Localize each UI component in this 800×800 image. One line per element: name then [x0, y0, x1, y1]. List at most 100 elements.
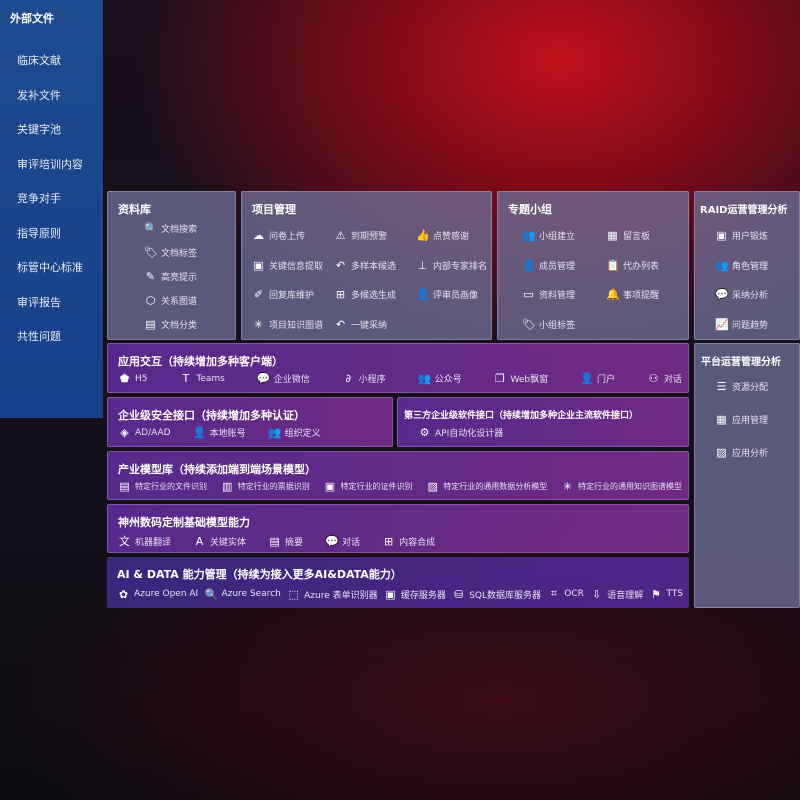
- external-file-item[interactable]: 审评培训内容: [17, 157, 83, 171]
- search-icon: 🔍: [204, 587, 219, 601]
- project-item[interactable]: ↶ 一键采纳: [334, 318, 387, 331]
- industry-item[interactable]: ▥ 特定行业的票据识别: [221, 480, 310, 493]
- aidata-item[interactable]: ⇩ 语音理解: [590, 588, 643, 601]
- tts-icon: ⚑: [651, 587, 661, 601]
- thirdparty-item-label: API自动化设计器: [435, 429, 504, 439]
- industry-item[interactable]: ▨ 特定行业的通用数据分析模型: [426, 480, 548, 493]
- platform-item[interactable]: ▦ 应用管理: [715, 413, 768, 426]
- interaction-item[interactable]: 💬 企业微信: [257, 372, 310, 385]
- library-item[interactable]: ▤ 文档分类: [144, 318, 197, 331]
- project-item[interactable]: ▣ 关键信息提取: [252, 259, 323, 272]
- knowledge-graph-icon: ✳: [562, 480, 573, 493]
- external-file-item[interactable]: 发补文件: [17, 88, 61, 102]
- base-item-label: 关键实体: [210, 537, 247, 548]
- folder-icon: ▭: [523, 288, 534, 301]
- external-file-item[interactable]: 共性问题: [17, 330, 61, 343]
- group-item[interactable]: 👤 成员管理: [522, 259, 575, 272]
- external-file-item[interactable]: 指导原则: [17, 226, 61, 240]
- qa-icon: 💬: [715, 288, 729, 301]
- base-item[interactable]: 💬 对话: [325, 535, 360, 548]
- project-item[interactable]: ✐ 回复库维护: [252, 288, 314, 301]
- external-file-item[interactable]: 竞争对手: [17, 192, 61, 205]
- security-item[interactable]: ◈ AD/AAD: [118, 426, 171, 439]
- industry-item-label: 特定行业的证件识别: [340, 482, 413, 491]
- aidata-item[interactable]: ⌗ OCR: [547, 587, 584, 601]
- base-item[interactable]: A 关键实体: [193, 535, 246, 548]
- project-item[interactable]: 👤 评审员画像: [416, 288, 478, 301]
- platform-item[interactable]: ☰ 资源分配: [715, 380, 768, 393]
- base-item[interactable]: ⊞ 内容合成: [382, 535, 435, 548]
- aidata-item[interactable]: ✿ Azure Open AI: [117, 588, 198, 601]
- project-item[interactable]: ☁ 问卷上传: [252, 229, 305, 242]
- industry-item[interactable]: ▣ 特定行业的证件识别: [324, 480, 413, 493]
- raid-item[interactable]: 📈 问题趋势: [715, 318, 768, 331]
- chat-icon: 💬: [325, 534, 339, 548]
- group-item-label: 代办列表: [623, 261, 660, 272]
- project-item[interactable]: ✳ 项目知识图谱: [252, 318, 323, 331]
- security-item[interactable]: 👥 组织定义: [268, 426, 321, 439]
- group-item[interactable]: 📋 代办列表: [606, 259, 659, 272]
- interaction-item[interactable]: 👤 门户: [580, 372, 615, 385]
- aidata-item[interactable]: ⬚ Azure 表单识别器: [287, 588, 377, 601]
- library-item[interactable]: ⬡ 关系图谱: [144, 294, 197, 307]
- interaction-item[interactable]: ⚇ 对话: [647, 372, 681, 385]
- bbs-icon: ▦: [607, 229, 618, 242]
- aidata-item-label: 缓存服务器: [400, 590, 446, 601]
- raid-item-label: 用户锻炼: [732, 232, 769, 242]
- interaction-item-label: 门户: [597, 375, 616, 385]
- interaction-item[interactable]: T Teams: [179, 372, 225, 385]
- library-item-label: 文档搜索: [161, 225, 198, 235]
- clipboard-icon: 📋: [606, 258, 620, 272]
- project-title: 项目管理: [252, 203, 296, 216]
- thumbs-up-icon: 👍: [416, 229, 430, 242]
- security-item[interactable]: 👤 本地账号: [193, 426, 246, 439]
- interaction-item[interactable]: ⬟ H5: [118, 372, 148, 385]
- industry-item[interactable]: ▤ 特定行业的文件识别: [118, 480, 207, 493]
- industry-item[interactable]: ✳ 特定行业的通用知识图谱模型: [561, 480, 682, 493]
- group-item[interactable]: ▭ 资料管理: [522, 288, 575, 301]
- external-file-item[interactable]: 标管中心标准: [17, 261, 83, 274]
- platform-item[interactable]: ▨ 应用分析: [715, 446, 768, 459]
- group-item[interactable]: ▦ 留言板: [606, 229, 650, 242]
- security-item-label: 组织定义: [284, 429, 321, 439]
- aidata-item[interactable]: 🔍 Azure Search: [204, 588, 280, 601]
- aidata-item[interactable]: ▣ 缓存服务器: [384, 588, 446, 601]
- external-file-item[interactable]: 临床文献: [17, 54, 61, 67]
- raid-item[interactable]: 💬 采纳分析: [715, 288, 768, 301]
- project-item-label: 内部专家排名: [433, 261, 488, 272]
- project-item[interactable]: ↶ 多样本候选: [334, 259, 396, 272]
- interaction-item[interactable]: ❐ Web飘窗: [493, 372, 548, 385]
- thirdparty-item[interactable]: ⚙ API自动化设计器: [418, 426, 504, 439]
- platform-item-label: 应用管理: [732, 416, 769, 426]
- external-file-item[interactable]: 关键字池: [17, 123, 61, 136]
- group-item[interactable]: 🏷 小组标签: [522, 318, 575, 331]
- industry-item-label: 特定行业的通用知识图谱模型: [578, 482, 682, 491]
- group-item[interactable]: 🔔 事项提醒: [606, 288, 659, 301]
- project-item[interactable]: ⚠ 到期预警: [334, 229, 387, 242]
- interaction-item[interactable]: 👥 公众号: [418, 372, 462, 385]
- group-item[interactable]: 👥 小组建立: [522, 229, 575, 242]
- external-file-item[interactable]: 审评报告: [17, 295, 61, 309]
- library-item[interactable]: 🏷 文档标签: [144, 246, 197, 259]
- trend-icon: 📈: [715, 317, 729, 331]
- library-item[interactable]: 🔍 文档搜索: [144, 222, 197, 235]
- tag-icon: 🏷: [144, 246, 158, 259]
- aidata-item-label: OCR: [564, 589, 584, 599]
- project-item[interactable]: ⊥ 内部专家排名: [416, 259, 487, 272]
- base-item[interactable]: ▤ 摘要: [268, 535, 303, 548]
- industry-item-label: 特定行业的票据识别: [237, 482, 310, 491]
- raid-title: RAID运营管理分析: [700, 205, 788, 216]
- raid-item[interactable]: ▣ 用户锻炼: [715, 229, 768, 242]
- group-item-label: 留言板: [623, 232, 651, 242]
- aidata-item[interactable]: ⛁ SQL数据库服务器: [452, 588, 541, 601]
- project-item[interactable]: ⊞ 多候选生成: [334, 288, 396, 301]
- cloud-upload-icon: ☁: [253, 229, 264, 242]
- interaction-item[interactable]: ∂ 小程序: [342, 372, 385, 385]
- security-item-label: AD/AAD: [135, 427, 171, 438]
- raid-item-label: 问题趋势: [732, 320, 769, 331]
- project-item[interactable]: 👍 点赞感谢: [416, 229, 469, 242]
- library-item[interactable]: ✎ 高亮提示: [144, 270, 197, 283]
- raid-item[interactable]: 👥 角色管理: [715, 259, 768, 272]
- base-item[interactable]: 文机器翻译: [118, 533, 171, 549]
- aidata-item[interactable]: ⚑ TTS: [649, 588, 683, 601]
